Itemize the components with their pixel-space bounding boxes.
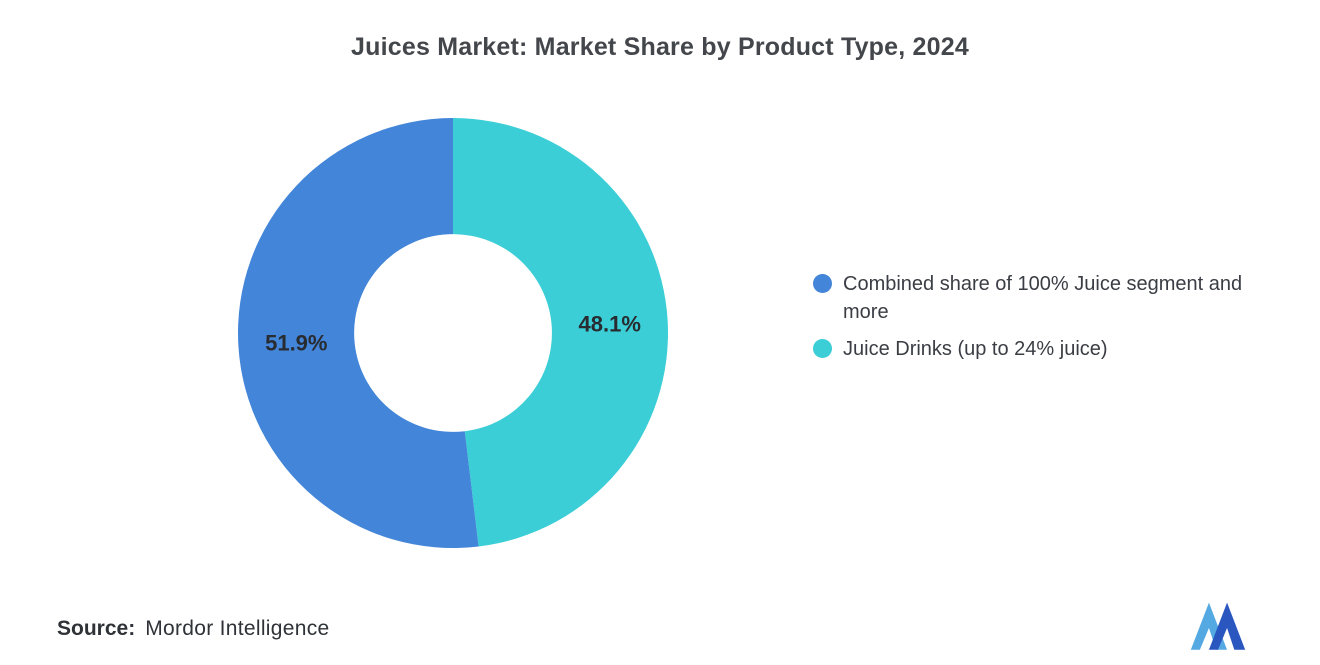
donut-chart-svg: 48.1% 51.9% bbox=[238, 118, 669, 548]
source-row: Source: Mordor Intelligence bbox=[57, 617, 329, 641]
logo-right-peak bbox=[1208, 602, 1246, 650]
legend-dot bbox=[813, 339, 832, 358]
legend-item: Combined share of 100% Juice segment and… bbox=[813, 270, 1243, 326]
chart-title: Juices Market: Market Share by Product T… bbox=[351, 33, 969, 61]
donut-chart: 48.1% 51.9% bbox=[233, 113, 673, 553]
source-value: Mordor Intelligence bbox=[145, 617, 330, 640]
slice-value-label: 48.1% bbox=[579, 312, 641, 337]
legend-label: Combined share of 100% Juice segment and… bbox=[843, 273, 1243, 323]
legend-label: Juice Drinks (up to 24% juice) bbox=[843, 338, 1108, 360]
source-label: Source: bbox=[57, 617, 136, 640]
donut-slice bbox=[453, 118, 669, 547]
legend-dot bbox=[813, 274, 832, 293]
donut-slice bbox=[238, 118, 479, 548]
legend: Combined share of 100% Juice segment and… bbox=[813, 270, 1243, 363]
slice-value-label: 51.9% bbox=[265, 330, 327, 355]
legend-item: Juice Drinks (up to 24% juice) bbox=[813, 335, 1243, 363]
mordor-intelligence-logo bbox=[1189, 597, 1247, 650]
